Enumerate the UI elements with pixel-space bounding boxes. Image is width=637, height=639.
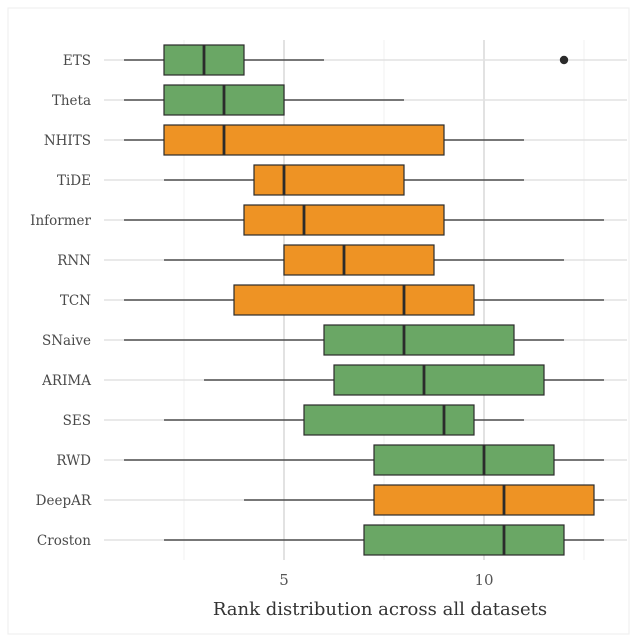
box-rwd — [373, 444, 555, 476]
box-deepar — [373, 484, 595, 516]
box-rnn — [283, 244, 435, 276]
panel-border — [7, 7, 630, 635]
x-axis-label: Rank distribution across all datasets — [213, 599, 547, 620]
y-tick-label-ses: SES — [63, 413, 91, 429]
y-tick-label-rwd: RWD — [56, 453, 91, 469]
y-tick-label-croston: Croston — [37, 533, 91, 549]
box-informer — [243, 204, 445, 236]
box-nhits — [163, 124, 445, 156]
y-tick-label-informer: Informer — [30, 213, 91, 229]
y-tick-label-nhits: NHITS — [44, 133, 91, 149]
box-tide — [253, 164, 405, 196]
box-arima — [333, 364, 545, 396]
y-tick-label-arima: ARIMA — [41, 373, 91, 389]
box-croston — [363, 524, 565, 556]
y-tick-label-ets: ETS — [63, 53, 91, 69]
y-tick-label-theta: Theta — [52, 93, 91, 109]
outlier-ets-0 — [559, 55, 569, 65]
x-tick-label-10: 10 — [474, 571, 493, 589]
y-tick-label-tide: TiDE — [57, 173, 91, 189]
y-tick-label-rnn: RNN — [57, 253, 91, 269]
y-tick-label-deepar: DeepAR — [36, 493, 92, 509]
x-tick-label-5: 5 — [279, 571, 289, 589]
box-snaive — [323, 324, 515, 356]
box-tcn — [233, 284, 475, 316]
boxes — [163, 44, 595, 556]
labels: 5 10 ETS Theta NHITS TiDE Informer RNN TCN SNaive… — [30, 53, 493, 589]
y-tick-label-tcn: TCN — [60, 293, 91, 309]
box-ses — [303, 404, 475, 436]
y-tick-label-snaive: SNaive — [42, 333, 91, 349]
